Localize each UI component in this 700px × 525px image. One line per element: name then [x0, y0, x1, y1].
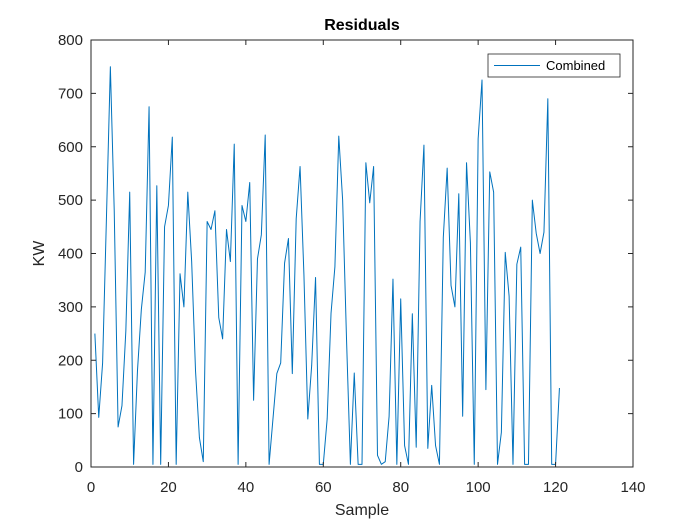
y-axis-ticks: 0 100 200 300 400 500 600 700 800 [58, 32, 633, 476]
x-axis-ticks: 0 20 40 60 80 100 120 140 [87, 40, 646, 496]
legend-label-combined: Combined [546, 58, 605, 73]
y-tick-label: 100 [58, 406, 83, 423]
y-tick-label: 0 [75, 459, 83, 476]
x-tick-label: 100 [466, 479, 491, 496]
legend[interactable]: Combined [487, 53, 621, 78]
y-tick-label: 500 [58, 192, 83, 209]
y-tick-label: 700 [58, 85, 83, 102]
x-tick-label: 40 [238, 479, 255, 496]
y-tick-label: 600 [58, 139, 83, 156]
series-layer [94, 66, 560, 465]
x-tick-label: 120 [543, 479, 568, 496]
y-tick-label: 200 [58, 352, 83, 369]
chart-title: Residuals [324, 17, 400, 34]
y-tick-label: 300 [58, 299, 83, 316]
x-tick-label: 80 [392, 479, 409, 496]
y-tick-label: 800 [58, 32, 83, 49]
x-axis-label: Sample [335, 502, 389, 519]
x-tick-label: 0 [87, 479, 95, 496]
y-tick-label: 400 [58, 246, 83, 263]
x-tick-label: 140 [620, 479, 645, 496]
series-line-combined [94, 66, 560, 465]
y-axis-label: KW [31, 240, 48, 267]
plot-area [91, 40, 633, 467]
legend-box [487, 53, 621, 78]
x-tick-label: 20 [160, 479, 177, 496]
x-tick-label: 60 [315, 479, 332, 496]
